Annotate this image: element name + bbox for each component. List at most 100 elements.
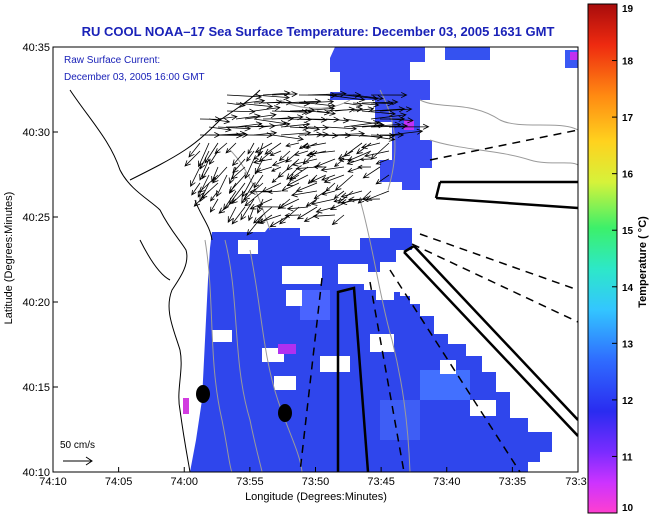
- current-vector: [321, 174, 336, 181]
- current-vector: [298, 142, 309, 150]
- current-vector: [264, 142, 282, 155]
- current-vector: [261, 182, 282, 193]
- current-vector: [252, 158, 273, 165]
- current-vector: [269, 214, 291, 228]
- x-tick-label: 73:3: [565, 476, 586, 488]
- cloud-mask: [212, 240, 496, 416]
- y-tick-label: 40:35: [22, 42, 50, 54]
- chart-title: RU COOL NOAA–17 Sea Surface Temperature:…: [82, 24, 555, 39]
- current-vector: [365, 190, 390, 201]
- current-vector: [313, 190, 327, 200]
- current-vector: [298, 98, 335, 105]
- current-vector: [325, 94, 366, 103]
- current-vector: [262, 121, 291, 128]
- current-vectors: [184, 90, 430, 236]
- current-vector: [310, 174, 327, 183]
- plot-area: Raw Surface Current: December 03, 2005 1…: [53, 47, 578, 472]
- current-vector: [343, 120, 380, 128]
- current-vector: [256, 203, 282, 210]
- y-tick-label: 40:30: [22, 127, 50, 139]
- current-vector: [226, 108, 256, 115]
- current-vector: [370, 92, 408, 99]
- current-vector: [201, 166, 210, 180]
- current-vector: [235, 102, 274, 110]
- current-vector: [228, 174, 246, 193]
- current-vector: [197, 174, 210, 198]
- current-vector: [388, 128, 424, 136]
- current-vector: [334, 106, 356, 113]
- current-vector: [370, 100, 394, 107]
- current-vector: [352, 106, 375, 113]
- current-vector: [269, 150, 282, 157]
- colorbar: [587, 3, 618, 514]
- current-vector: [285, 142, 300, 148]
- colorbar-tick-label: 18: [622, 57, 634, 68]
- y-tick-label: 40:10: [22, 467, 50, 479]
- current-vector: [244, 190, 264, 207]
- current-vector: [227, 206, 237, 223]
- current-vector: [267, 189, 282, 195]
- colorbar-tick-label: 12: [622, 396, 634, 407]
- current-vector: [235, 113, 261, 120]
- current-vector: [293, 150, 309, 157]
- current-vector: [343, 142, 363, 157]
- current-vector: [375, 174, 390, 185]
- current-vector: [362, 196, 381, 203]
- current-vector: [296, 206, 318, 220]
- current-vector: [188, 142, 201, 158]
- x-tick-label: 74:10: [39, 476, 67, 488]
- current-vector: [200, 182, 219, 199]
- x-tick-label: 74:05: [105, 476, 133, 488]
- x-tick-label: 73:50: [302, 476, 330, 488]
- current-vector: [204, 142, 219, 164]
- current-vector: [230, 166, 246, 180]
- current-vector: [286, 205, 309, 212]
- current-vector: [256, 198, 264, 214]
- current-vector: [295, 165, 318, 172]
- current-vector: [321, 190, 336, 196]
- y-tick-label: 40:25: [22, 212, 50, 224]
- x-tick-label: 73:55: [236, 476, 264, 488]
- colorbar-tick-label: 17: [622, 113, 634, 124]
- colorbar-tick-label: 11: [622, 452, 633, 463]
- current-vector: [302, 142, 327, 150]
- current-vector: [217, 114, 238, 121]
- current-vector: [334, 130, 366, 137]
- current-vector: [325, 117, 350, 124]
- current-vector: [197, 142, 210, 168]
- colorbar-ticks: 19 18 17 16 15 14 13 12 11 10: [612, 3, 634, 514]
- current-vector: [375, 158, 390, 165]
- current-vector: [289, 166, 309, 180]
- current-vector: [290, 190, 318, 198]
- current-vector: [370, 142, 390, 160]
- current-vector: [370, 112, 407, 120]
- current-vector: [325, 182, 336, 192]
- current-vector: [256, 214, 282, 225]
- current-vector: [262, 90, 291, 97]
- scale-arrow: [63, 456, 93, 466]
- scale-label: 50 cm/s: [60, 440, 95, 451]
- current-note-line1: Raw Surface Current:: [64, 55, 160, 66]
- current-note-line2: December 03, 2005 16:00 GMT: [64, 72, 205, 83]
- current-vector: [231, 190, 246, 205]
- station-marker: [278, 404, 292, 422]
- colorbar-tick-label: 10: [622, 503, 634, 514]
- x-axis: 74:10 74:05 74:00 73:55 73:50 73:45 73:40 73:35…: [39, 467, 587, 488]
- current-vector: [253, 150, 264, 161]
- x-tick-label: 73:40: [433, 476, 461, 488]
- current-vector: [333, 190, 345, 199]
- current-vector: [359, 157, 372, 162]
- current-vector: [316, 110, 337, 116]
- current-vector: [247, 142, 255, 155]
- colorbar-tick-label: 19: [622, 4, 634, 15]
- current-vector: [370, 123, 409, 130]
- current-vector: [323, 174, 345, 184]
- current-vector: [231, 206, 246, 225]
- y-tick-label: 40:15: [22, 382, 50, 394]
- current-vector: [270, 166, 282, 172]
- current-vector: [249, 188, 273, 195]
- current-vector: [232, 150, 246, 167]
- y-tick-label: 40:20: [22, 297, 50, 309]
- x-tick-label: 73:45: [367, 476, 395, 488]
- sst-hotspots: [183, 52, 578, 414]
